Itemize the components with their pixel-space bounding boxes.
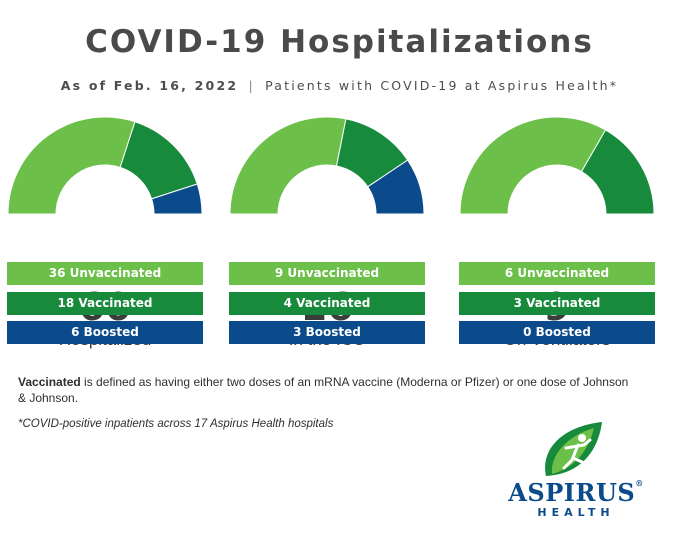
page-title: COVID-19 Hospitalizations xyxy=(85,24,594,60)
subtitle: As of Feb. 16, 2022 | Patients with COVI… xyxy=(0,78,679,93)
boosted-bar-hospitalized: 6 Boosted xyxy=(7,321,203,344)
aspirus-logo: ASPIRUS® HEALTH xyxy=(506,418,656,528)
unvaccinated-bar-hospitalized: 36 Unvaccinated xyxy=(7,262,203,285)
vaccinated-definition: Vaccinated is defined as having either t… xyxy=(18,374,638,406)
gauge-segment-vaccinated xyxy=(580,129,655,215)
unvaccinated-bar-ventilators: 6 Unvaccinated xyxy=(459,262,655,285)
gauge-segment-boosted xyxy=(367,159,425,215)
logo-registered: ® xyxy=(635,478,644,488)
gauge-segment-unvaccinated xyxy=(7,116,136,215)
subtitle-separator: | xyxy=(248,78,255,93)
gauge-chart-icu xyxy=(229,116,425,215)
gauge-chart-hospitalized xyxy=(7,116,203,215)
vaccinated-bar-icu: 4 Vaccinated xyxy=(229,292,425,315)
as-of-date: As of Feb. 16, 2022 xyxy=(60,78,239,93)
boosted-bar-ventilators: 0 Boosted xyxy=(459,321,655,344)
vaccinated-term: Vaccinated xyxy=(18,375,81,389)
gauge-segment-unvaccinated xyxy=(459,116,607,215)
subtitle-description: Patients with COVID-19 at Aspirus Health… xyxy=(265,78,619,93)
logo-name: ASPIRUS xyxy=(508,478,636,507)
gauge-chart-ventilators xyxy=(459,116,655,215)
unvaccinated-bar-icu: 9 Unvaccinated xyxy=(229,262,425,285)
gauge-segment-unvaccinated xyxy=(229,116,347,215)
logo-subtitle: HEALTH xyxy=(537,506,615,519)
vaccinated-definition-text: is defined as having either two doses of… xyxy=(18,375,629,405)
gauge-panel-icu: 16 In the ICU xyxy=(229,112,425,350)
logo-wordmark: ASPIRUS® xyxy=(506,478,646,507)
footnote: *COVID-positive inpatients across 17 Asp… xyxy=(18,418,334,430)
leaf-person-icon xyxy=(545,422,602,476)
vaccinated-bar-ventilators: 3 Vaccinated xyxy=(459,292,655,315)
gauge-segment-boosted xyxy=(150,183,203,215)
boosted-bar-icu: 3 Boosted xyxy=(229,321,425,344)
vaccinated-bar-hospitalized: 18 Vaccinated xyxy=(7,292,203,315)
